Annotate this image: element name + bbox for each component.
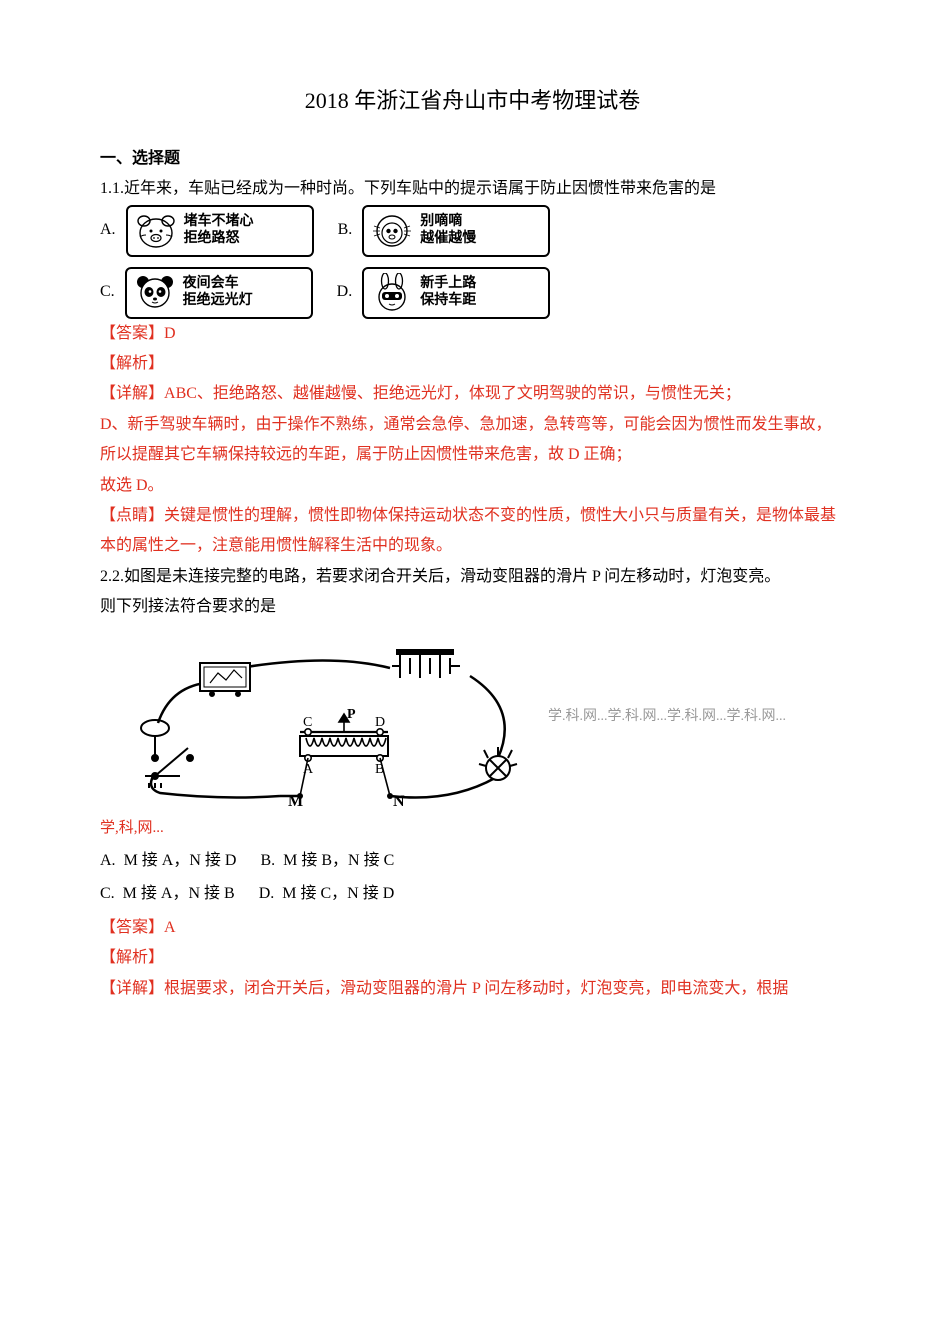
q2-answer-label: 【答案】 — [100, 919, 164, 936]
answer-label: 【答案】 — [100, 325, 164, 342]
circuit-label-N: N — [393, 793, 405, 808]
circuit-label-A: A — [303, 762, 314, 777]
cat-face-icon — [370, 211, 414, 251]
q1-options-row2: C. 夜间会车 拒绝远光灯 D. — [100, 267, 845, 319]
rabbit-icon — [370, 273, 414, 313]
q1-optB-label: B. — [338, 215, 353, 245]
circuit-label-B: B — [375, 762, 384, 777]
q1-optA-line1: 堵车不堵心 — [184, 214, 254, 231]
q1-detail-line1-text: ABC、拒绝路怒、越催越慢、拒绝远光灯，体现了文明驾驶的常识，与惯性无关； — [164, 385, 741, 402]
q2-detail-text: 根据要求，闭合开关后，滑动变阻器的滑片 P 问左移动时，灯泡变亮，即电流变大，根… — [164, 980, 788, 997]
q1-optD-line2: 保持车距 — [420, 293, 476, 310]
q1-optC-sticker: 夜间会车 拒绝远光灯 — [125, 267, 313, 319]
q1-optA-sticker: 堵车不堵心 拒绝路怒 — [126, 205, 314, 257]
watermark-after: 学,科,网... — [100, 814, 845, 843]
q2-options-row2: C. M 接 A，N 接 B D. M 接 C，N 接 D — [100, 879, 845, 909]
q1-optB-line1: 别嘀嘀 — [420, 214, 476, 231]
q1-optC-label: C. — [100, 277, 115, 307]
q1-detail-2: D、新手驾驶车辆时，由于操作不熟练，通常会急停、急加速，急转弯等，可能会因为惯性… — [100, 410, 845, 471]
pig-face-icon — [134, 211, 178, 251]
answer-value: D — [164, 325, 176, 342]
q1-stem: 1.1.近年来，车贴已经成为一种时尚。下列车贴中的提示语属于防止因惯性带来危害的… — [100, 174, 845, 204]
q2-optA-text: M 接 A，N 接 D — [124, 852, 237, 869]
q1-answer: 【答案】D — [100, 319, 845, 349]
section-heading: 一、选择题 — [100, 144, 845, 174]
q2-optB-label: B. — [260, 852, 275, 869]
q1-optB-sticker: 别嘀嘀 越催越慢 — [362, 205, 550, 257]
circuit-label-P: P — [347, 707, 356, 722]
q2-stem-a: 2.2.如图是未连接完整的电路，若要求闭合开关后，滑动变阻器的滑片 P 问左移动… — [100, 562, 845, 592]
q2-optC-label: C. — [100, 885, 115, 902]
circuit-label-C: C — [303, 715, 312, 730]
q2-circuit-wrap: C P D A B M N 学.科.网...学.科.网...学.科.网...学.… — [100, 622, 845, 812]
q1-optD-label: D. — [337, 277, 353, 307]
watermark-text: 学.科.网...学.科.网...学.科.网...学.科.网... — [548, 704, 786, 731]
q1-jiexi-label: 【解析】 — [100, 349, 845, 379]
q2-answer: 【答案】A — [100, 913, 845, 943]
q2-options-row1: A. M 接 A，N 接 D B. M 接 B，N 接 C — [100, 846, 845, 876]
q1-optD-sticker: 新手上路 保持车距 — [362, 267, 550, 319]
q2-optC-text: M 接 A，N 接 B — [123, 885, 235, 902]
q1-select: 故选 D。 — [100, 471, 845, 501]
q1-dianjing: 【点睛】关键是惯性的理解，惯性即物体保持运动状态不变的性质，惯性大小只与质量有关… — [100, 501, 845, 562]
q2-answer-value: A — [164, 919, 176, 936]
q2-optB-text: M 接 B，N 接 C — [283, 852, 394, 869]
q1-optD-line1: 新手上路 — [420, 276, 476, 293]
page-title: 2018 年浙江省舟山市中考物理试卷 — [100, 80, 845, 122]
q2-optA-label: A. — [100, 852, 116, 869]
q1-optC-line2: 拒绝远光灯 — [183, 293, 253, 310]
q1-optA-label: A. — [100, 215, 116, 245]
q1-optA-line2: 拒绝路怒 — [184, 231, 254, 248]
q1-dianjing-text: 关键是惯性的理解，惯性即物体保持运动状态不变的性质，惯性大小只与质量有关，是物体… — [100, 507, 836, 554]
dianjing-label: 【点睛】 — [100, 507, 164, 524]
detail-label: 【详解】 — [100, 385, 164, 402]
q2-optD-text: M 接 C，N 接 D — [282, 885, 394, 902]
circuit-label-D: D — [375, 715, 385, 730]
circuit-diagram: C P D A B M N — [100, 628, 540, 808]
q1-options-row1: A. 堵车不堵心 拒绝路怒 B. — [100, 205, 845, 257]
q1-detail-1: 【详解】ABC、拒绝路怒、越催越慢、拒绝远光灯，体现了文明驾驶的常识，与惯性无关… — [100, 379, 845, 409]
q2-detail: 【详解】根据要求，闭合开关后，滑动变阻器的滑片 P 问左移动时，灯泡变亮，即电流… — [100, 974, 845, 1004]
panda-icon — [133, 273, 177, 313]
q2-optD-label: D. — [259, 885, 275, 902]
q2-stem-b: 则下列接法符合要求的是 — [100, 592, 845, 622]
q1-optC-line1: 夜间会车 — [183, 276, 253, 293]
q2-detail-label: 【详解】 — [100, 980, 164, 997]
q2-jiexi: 【解析】 — [100, 943, 845, 973]
q1-optB-line2: 越催越慢 — [420, 231, 476, 248]
